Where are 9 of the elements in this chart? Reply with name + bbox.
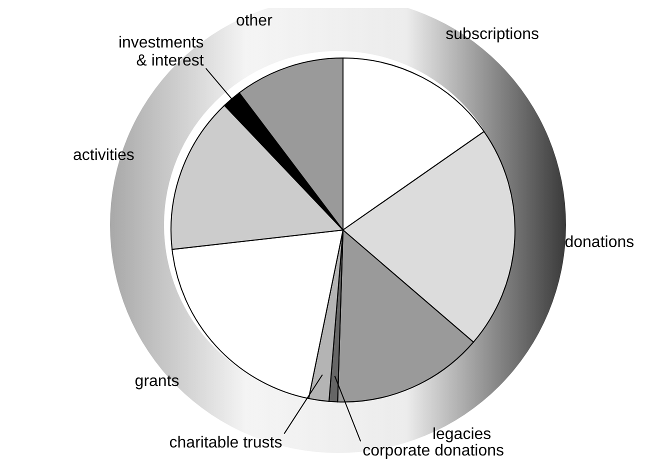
- slice-label: subscriptions: [446, 26, 540, 44]
- slice-label: legacies: [432, 426, 492, 444]
- slice-label: donations: [564, 234, 634, 252]
- slice-label: activities: [73, 147, 134, 164]
- slice-label: investments & interest: [118, 34, 204, 70]
- slice-label: other: [236, 12, 274, 30]
- slice-label: charitable trusts: [169, 434, 282, 452]
- slice-label: grants: [134, 372, 180, 390]
- slice-label: corporate donations: [362, 442, 504, 460]
